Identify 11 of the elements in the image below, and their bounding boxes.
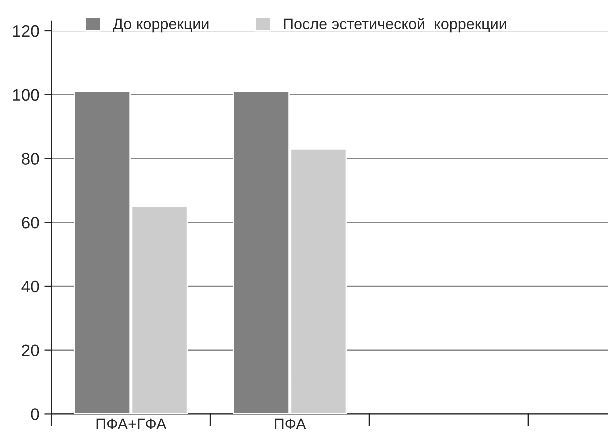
legend-label: До коррекции bbox=[113, 18, 209, 33]
x-tick-label: ПФА+ГФА bbox=[96, 418, 167, 430]
y-tick-label: 0 bbox=[31, 408, 40, 420]
y-tick-label: 40 bbox=[22, 280, 40, 293]
y-tick-label: 80 bbox=[22, 153, 40, 165]
legend-label: После эстетической коррекции bbox=[284, 18, 506, 33]
y-tick-label: 60 bbox=[22, 217, 40, 229]
x-tick-label: ПФА bbox=[275, 418, 306, 430]
y-tick-label: 100 bbox=[13, 89, 40, 102]
y-tick-label: 20 bbox=[22, 344, 40, 357]
y-tick-label: 120 bbox=[13, 25, 40, 38]
